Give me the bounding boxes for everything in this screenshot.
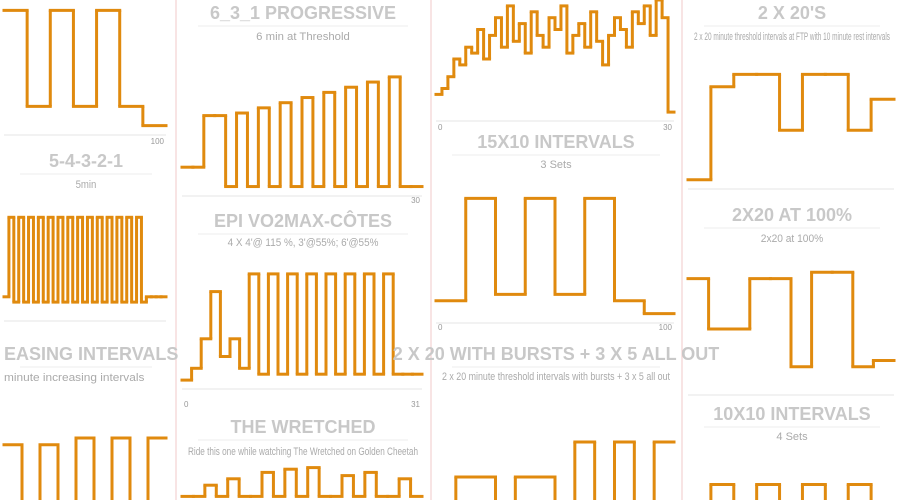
- card-title: 5-4-3-2-1: [49, 151, 123, 171]
- x-tick-label: 30: [663, 123, 672, 132]
- card-subtitle: 3 Sets: [540, 159, 572, 171]
- card-subtitle: 4 X 4'@ 115 %, 3'@55%; 6'@55%: [228, 237, 379, 249]
- card-subtitle: 5min: [76, 179, 97, 191]
- card-title: 2X20 AT 100%: [732, 205, 852, 225]
- card-title: EASING INTERVALS: [4, 344, 178, 364]
- card-title: 10X10 INTERVALS: [713, 404, 870, 424]
- card-title: 2 X 20 WITH BURSTS + 3 X 5 ALL OUT: [393, 344, 720, 364]
- card-title: 15X10 INTERVALS: [477, 132, 634, 152]
- card-subtitle: 2 x 20 minute threshold intervals at FTP…: [694, 31, 890, 43]
- card-title: THE WRETCHED: [231, 417, 376, 437]
- card-title: 2 X 20'S: [758, 3, 826, 23]
- card-subtitle: Ride this one while watching The Wretche…: [188, 446, 418, 458]
- card-title: EPI VO2MAX-CÔTES: [214, 210, 392, 231]
- x-tick-label: 31: [411, 400, 420, 409]
- x-tick-label: 30: [411, 196, 420, 205]
- x-tick-label: 0: [438, 123, 443, 132]
- card-title: 6_3_1 PROGRESSIVE: [210, 3, 396, 23]
- x-tick-label: 0: [184, 400, 189, 409]
- x-tick-label: 0: [438, 323, 443, 332]
- card-subtitle: 2 x 20 minute threshold intervals with b…: [442, 371, 670, 383]
- card-subtitle: 6 min at Threshold: [256, 31, 350, 43]
- x-tick-label: 100: [151, 137, 165, 146]
- card-subtitle: minute increasing intervals: [4, 372, 145, 384]
- x-tick-label: 100: [659, 323, 673, 332]
- card-subtitle: 4 Sets: [776, 431, 808, 443]
- card-subtitle: 2x20 at 100%: [761, 233, 824, 245]
